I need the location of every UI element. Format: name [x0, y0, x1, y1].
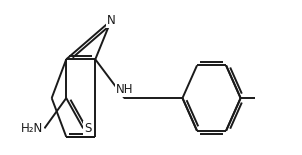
Text: NH: NH	[116, 83, 133, 96]
Text: H₂N: H₂N	[21, 122, 43, 135]
Text: N: N	[107, 14, 115, 27]
Text: S: S	[84, 122, 92, 135]
